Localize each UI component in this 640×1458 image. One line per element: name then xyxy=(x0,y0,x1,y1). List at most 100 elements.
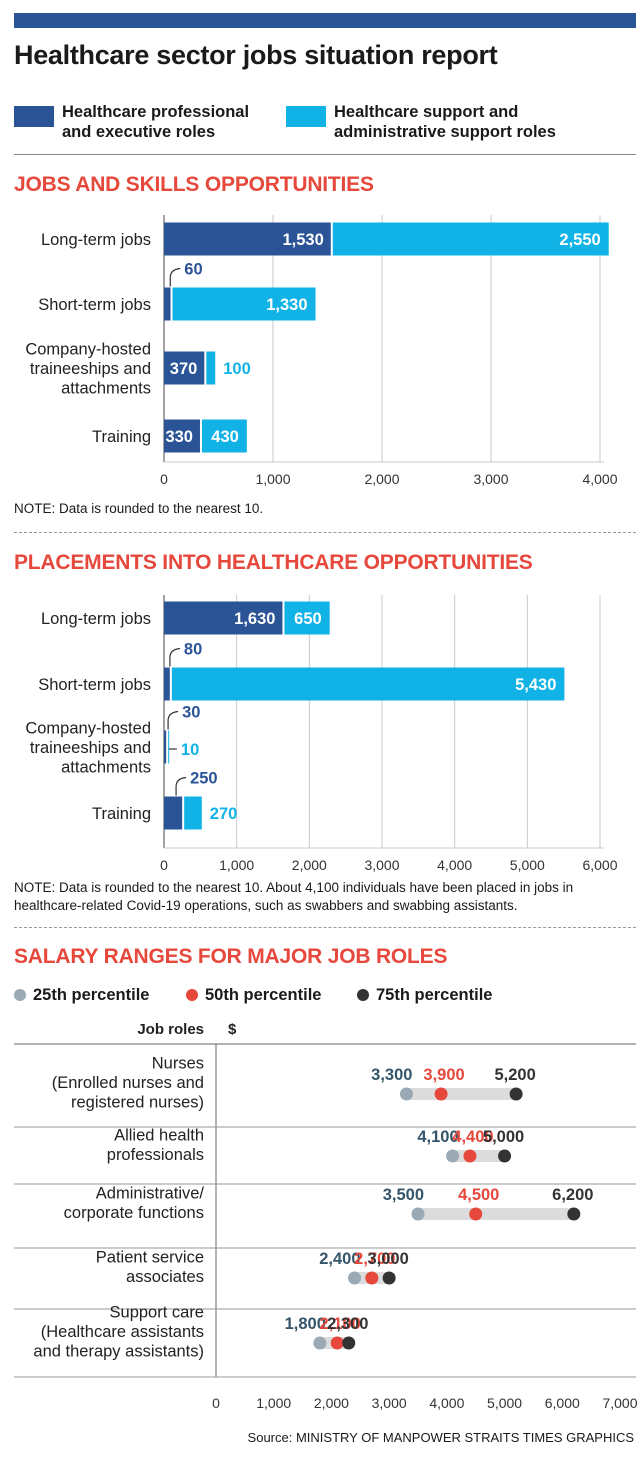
salary-range-bar xyxy=(406,1088,517,1100)
legend-50th: 50th percentile xyxy=(186,986,321,1005)
divider xyxy=(14,154,636,155)
x-tick-label: 6,000 xyxy=(582,857,617,873)
role-label: and therapy assistants) xyxy=(33,1343,204,1361)
page-title: Healthcare sector jobs situation report xyxy=(14,40,498,70)
x-tick-label: 4,000 xyxy=(429,1395,464,1411)
dot-75th xyxy=(498,1149,512,1163)
x-tick-label: 0 xyxy=(160,471,168,487)
bar-support xyxy=(201,419,247,453)
value-label-75th: 5,000 xyxy=(483,1128,524,1146)
x-tick-label: 7,000 xyxy=(602,1395,637,1411)
value-label-professional: 370 xyxy=(170,360,198,378)
value-label-75th: 5,200 xyxy=(494,1066,535,1084)
value-label-professional: 60 xyxy=(184,261,202,279)
x-tick-label: 0 xyxy=(212,1395,220,1411)
leader-line xyxy=(169,647,180,667)
legend-75th-label: 75th percentile xyxy=(376,986,493,1004)
bar-professional xyxy=(164,730,167,764)
bar-support xyxy=(332,222,609,256)
dot-25th xyxy=(446,1149,460,1163)
salary-chart: Job roles $ Nurses(Enrolled nurses and regi… xyxy=(14,1021,638,1411)
value-label-25th: 1,800 xyxy=(285,1315,326,1333)
category-label: attachments xyxy=(61,759,151,777)
dot-75th xyxy=(342,1336,356,1350)
x-tick-label: 3,000 xyxy=(372,1395,407,1411)
x-tick-label: 5,000 xyxy=(510,857,545,873)
leader-line xyxy=(169,267,181,287)
bar-support xyxy=(184,796,202,830)
value-label-support: 430 xyxy=(211,428,239,446)
value-label-support: 100 xyxy=(223,360,251,378)
salary-range-bar xyxy=(418,1208,574,1220)
x-tick-label: 4,000 xyxy=(437,857,472,873)
jobs-chart: 0 1,000 2,000 3,000 4,000 Long-term jobs 1,530… xyxy=(25,215,618,487)
value-label-25th: 4,100 xyxy=(417,1128,458,1146)
x-tick-label: 2,000 xyxy=(292,857,327,873)
dot-50th xyxy=(463,1149,477,1163)
legend-swatch-support xyxy=(286,106,326,127)
role-label: professionals xyxy=(107,1146,204,1164)
leader-line xyxy=(175,776,187,796)
legend-label-support: Healthcare support and administrative su… xyxy=(334,102,556,142)
value-label-professional: 80 xyxy=(184,641,202,659)
value-label-support: 10 xyxy=(181,741,199,759)
category-label: Long-term jobs xyxy=(41,231,151,249)
role-label: Patient service xyxy=(96,1248,204,1266)
bar-professional xyxy=(164,667,170,701)
legend-50th-label: 50th percentile xyxy=(205,986,322,1004)
value-label-75th: 6,200 xyxy=(552,1186,593,1204)
jobs-section-title: JOBS AND SKILLS OPPORTUNITIES xyxy=(14,173,374,196)
bar-support xyxy=(171,667,565,701)
bar-professional xyxy=(164,796,183,830)
placements-note: NOTE: Data is rounded to the nearest 10.… xyxy=(14,880,574,913)
role-label: (Enrolled nurses and xyxy=(52,1074,204,1092)
legend-label-professional-line1: Healthcare professional xyxy=(62,103,250,121)
value-label-25th: 3,300 xyxy=(371,1066,412,1084)
value-label-75th: 3,000 xyxy=(367,1250,408,1268)
divider xyxy=(14,927,636,928)
dot-25th xyxy=(411,1207,425,1221)
value-label-25th: 2,400 xyxy=(319,1250,360,1268)
category-label: attachments xyxy=(61,380,151,398)
value-label-professional: 30 xyxy=(182,704,200,722)
value-label-professional: 330 xyxy=(165,428,193,446)
dot-25th xyxy=(313,1336,327,1350)
role-label: Nurses xyxy=(152,1055,204,1073)
category-label: Short-term jobs xyxy=(38,676,151,694)
category-label: Long-term jobs xyxy=(41,610,151,628)
x-tick-label: 2,000 xyxy=(314,1395,349,1411)
value-label-50th: 4,400 xyxy=(452,1128,493,1146)
x-tick-label: 3,000 xyxy=(473,471,508,487)
value-label-75th: 2,300 xyxy=(327,1315,368,1333)
role-label: associates xyxy=(126,1268,204,1286)
value-label-25th: 3,500 xyxy=(383,1186,424,1204)
bar-support xyxy=(172,287,316,321)
dot-75th xyxy=(382,1271,396,1285)
divider xyxy=(14,532,636,533)
leader-line xyxy=(167,710,179,730)
value-label-support: 2,550 xyxy=(559,231,600,249)
jobs-note: NOTE: Data is rounded to the nearest 10. xyxy=(14,501,264,516)
placements-section-title: PLACEMENTS INTO HEALTHCARE OPPORTUNITIES xyxy=(14,551,533,574)
value-label-professional: 250 xyxy=(190,770,218,788)
dot-75th xyxy=(567,1207,581,1221)
x-tick-label: 4,000 xyxy=(582,471,617,487)
x-tick-label: 5,000 xyxy=(487,1395,522,1411)
role-label: Support care xyxy=(110,1304,204,1322)
bar-professional xyxy=(164,351,205,385)
x-tick-label: 6,000 xyxy=(545,1395,580,1411)
category-label: Company-hosted xyxy=(25,720,151,738)
dot-50th xyxy=(365,1271,379,1285)
salary-range-bar xyxy=(452,1150,505,1162)
x-tick-label: 1,000 xyxy=(219,857,254,873)
category-label: Company-hosted xyxy=(25,341,151,359)
legend-label-professional: Healthcare professional and executive ro… xyxy=(62,102,249,142)
value-label-support: 1,330 xyxy=(266,296,307,314)
bar-professional xyxy=(164,419,200,453)
legend-label-support-line2: administrative support roles xyxy=(334,123,556,141)
category-label: Short-term jobs xyxy=(38,296,151,314)
bar-professional xyxy=(164,222,331,256)
dot-50th xyxy=(469,1207,483,1221)
legend-25th-label: 25th percentile xyxy=(33,986,150,1004)
role-label: registered nurses) xyxy=(71,1094,204,1112)
